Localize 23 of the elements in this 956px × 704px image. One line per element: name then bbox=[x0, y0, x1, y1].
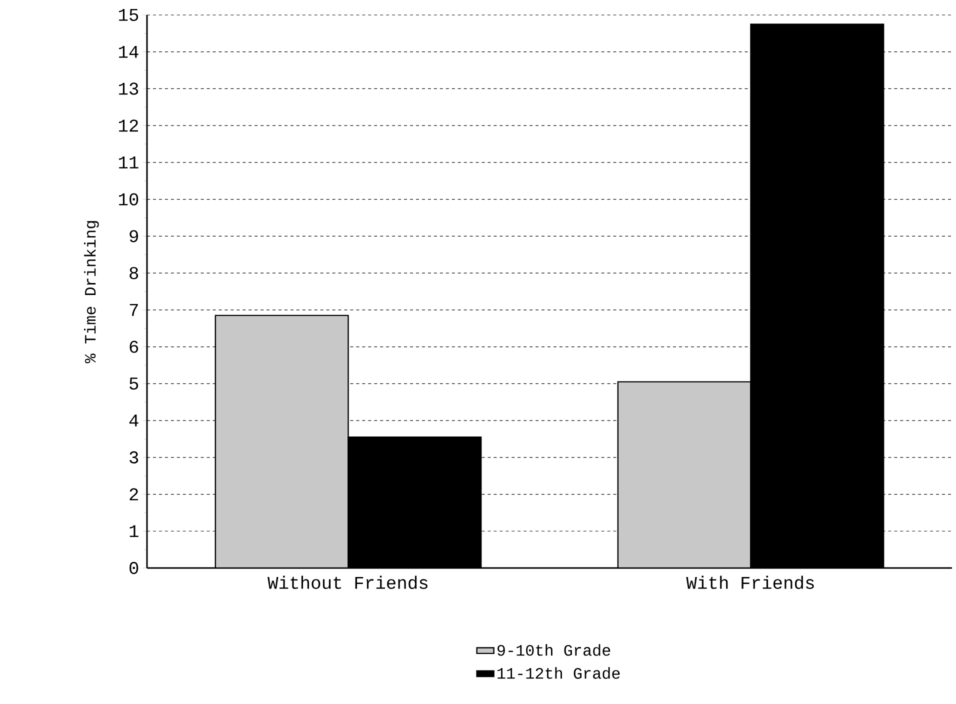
x-tick-label: Without Friends bbox=[268, 576, 428, 589]
y-tick-label: 8 bbox=[130, 266, 138, 280]
y-tick-label: 10 bbox=[119, 193, 138, 206]
y-tick-label: 13 bbox=[119, 82, 138, 95]
y-tick-label: 4 bbox=[129, 414, 138, 426]
y-axis-title: % Time Drinking bbox=[84, 221, 99, 364]
y-tick-label: 14 bbox=[119, 46, 138, 58]
legend-label: 9-10th Grade bbox=[498, 644, 610, 656]
legend-label: 11-12th Grade bbox=[498, 667, 620, 679]
y-tick-label: 3 bbox=[130, 451, 138, 464]
y-tick-label: 5 bbox=[130, 378, 138, 390]
bar bbox=[617, 381, 752, 568]
y-tick-label: 0 bbox=[130, 562, 138, 574]
y-tick-label: 11 bbox=[119, 156, 138, 168]
y-tick-label: 12 bbox=[119, 120, 138, 132]
y-tick-label: 2 bbox=[130, 488, 138, 500]
y-tick-label: 9 bbox=[130, 230, 138, 242]
bar bbox=[214, 314, 349, 568]
y-tick-label: 6 bbox=[130, 340, 138, 353]
y-tick-label: 15 bbox=[119, 9, 138, 21]
y-tick-label: 1 bbox=[130, 525, 138, 538]
y-tick-label: 7 bbox=[130, 304, 138, 316]
x-tick-label: With Friends bbox=[686, 576, 814, 589]
